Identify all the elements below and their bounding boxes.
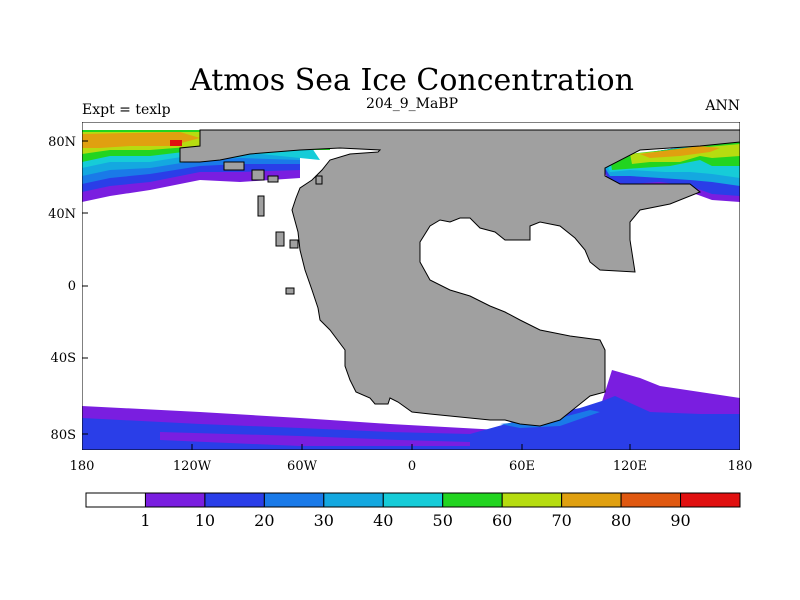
- colorbar-label-40: 40: [373, 511, 393, 530]
- land-island-3: [289, 239, 299, 249]
- ice-band-70-east: [640, 146, 720, 158]
- land-north-pangea: [179, 129, 740, 427]
- longitude-axis: 180 120W 60W 0 60E 120E 180: [70, 444, 753, 474]
- lat-label-40s: 40S: [51, 351, 76, 366]
- colorbar-label-20: 20: [254, 511, 274, 530]
- antarctic-ice: [82, 370, 740, 450]
- lat-label-40n: 40N: [48, 207, 76, 222]
- land-island-2: [275, 231, 285, 247]
- colorbar-label-70: 70: [551, 511, 571, 530]
- colorbar-label-10: 10: [195, 511, 215, 530]
- ice-band-90: [170, 140, 182, 146]
- colorbar-box-2: [204, 492, 265, 508]
- colorbar-box-4: [323, 492, 384, 508]
- colorbar-label-90: 90: [670, 511, 690, 530]
- lat-label-80n: 80N: [48, 135, 76, 150]
- colorbar-box-3: [263, 492, 325, 508]
- colorbar: 1 10 20 30 40 50 60 70 80 90: [85, 492, 741, 530]
- season-label: ANN: [704, 98, 740, 114]
- colorbar-box-0: [85, 492, 146, 508]
- period-label: 204_9_MaBP: [366, 96, 458, 112]
- lon-label-120w: 120W: [173, 459, 212, 474]
- south-inner-band-1: [160, 432, 470, 446]
- land-island-8: [315, 175, 323, 185]
- map-plot-area: [82, 122, 740, 450]
- arctic-ice-east: [600, 138, 740, 202]
- lat-label-80s: 80S: [51, 428, 76, 443]
- lon-label-180w: 180: [70, 459, 95, 474]
- colorbar-label-1: 1: [140, 511, 150, 530]
- colorbar-box-9: [620, 492, 682, 508]
- latitude-axis: 80N 40N 0 40S 80S: [48, 135, 88, 443]
- land-island-6: [251, 169, 265, 181]
- lat-label-0: 0: [68, 279, 76, 294]
- lon-label-0: 0: [408, 459, 416, 474]
- colorbar-box-8: [561, 492, 622, 508]
- lon-label-60w: 60W: [287, 459, 318, 474]
- colorbar-box-1: [144, 492, 206, 508]
- land-island-4: [285, 287, 295, 295]
- map-title: Atmos Sea Ice Concentration: [189, 63, 634, 98]
- lon-label-180e: 180: [728, 459, 753, 474]
- land-island-5: [223, 161, 245, 171]
- colorbar-box-5: [382, 492, 444, 508]
- colorbar-label-30: 30: [314, 511, 334, 530]
- land-masses: [179, 129, 740, 427]
- lon-label-60e: 60E: [509, 459, 535, 474]
- lon-label-120e: 120E: [613, 459, 647, 474]
- colorbar-label-60: 60: [492, 511, 512, 530]
- colorbar-label-50: 50: [433, 511, 453, 530]
- experiment-label: Expt = texlp: [82, 102, 171, 118]
- colorbar-box-6: [442, 492, 503, 508]
- colorbar-label-80: 80: [611, 511, 631, 530]
- colorbar-box-7: [501, 492, 563, 508]
- colorbar-box-10: [680, 492, 741, 508]
- land-island-7: [267, 175, 279, 183]
- land-island-1: [257, 195, 265, 217]
